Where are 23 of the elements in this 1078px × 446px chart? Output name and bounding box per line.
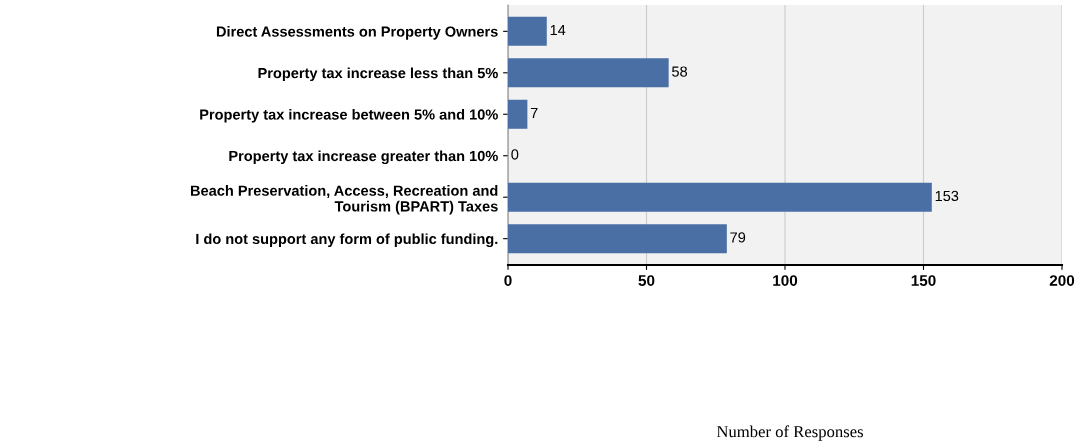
y-tick-label: Property tax increase between 5% and 10% [200,108,498,123]
data-label: 79 [730,232,746,243]
data-label: 58 [672,66,688,77]
x-tick-label: 200 [1049,275,1075,286]
bar [508,99,528,129]
data-label: 7 [530,108,538,119]
y-tick-label: Beach Preservation, Access, Recreation and Tourism (BPART) Taxes [191,185,498,215]
y-tick-label: Direct Assessments on Property Owners [216,26,498,40]
data-label: 153 [935,190,959,202]
bar [508,224,727,254]
text: Number of Responses [716,425,863,441]
y-tick-label: I do not support any form of public funding. [196,233,498,248]
data-label: 0 [511,149,519,160]
bar [508,58,669,88]
x-tick-label: 50 [638,275,655,286]
x-tick-label: 150 [911,275,936,286]
bar [508,182,932,212]
x-tick-label: 100 [773,275,798,286]
bar [508,16,547,46]
y-tick-label: Property tax increase greater than 10% [229,150,498,165]
y-tick-label: Property tax increase less than 5% [258,67,498,82]
data-label: 14 [550,25,566,36]
x-tick-label: 0 [504,275,512,286]
